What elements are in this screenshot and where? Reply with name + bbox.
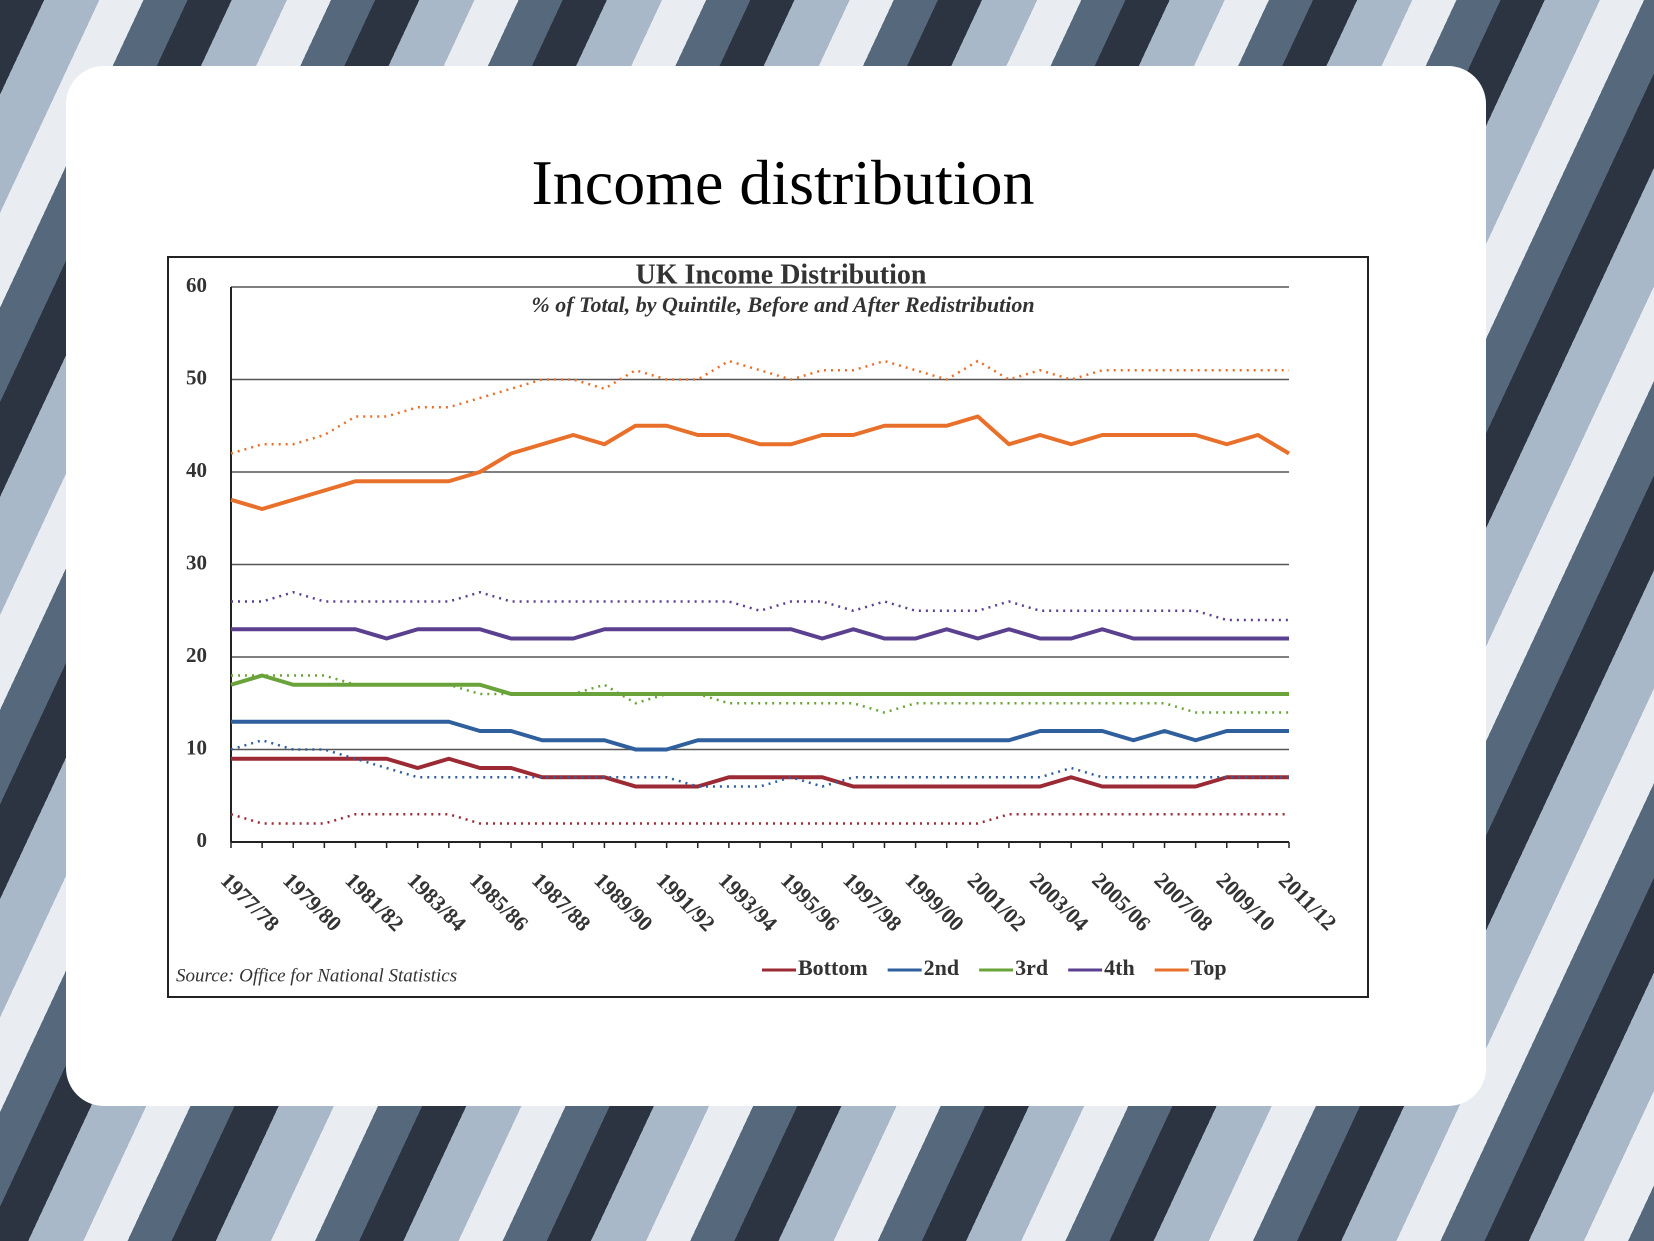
legend-label: 4th <box>1104 955 1135 980</box>
y-tick-label: 30 <box>186 550 207 574</box>
slide-title: Income distribution <box>531 147 1035 218</box>
y-tick-label: 0 <box>197 828 208 852</box>
y-tick-label: 60 <box>186 273 207 297</box>
chart-subtitle: % of Total, by Quintile, Before and Afte… <box>531 292 1034 317</box>
series-line <box>230 673 1289 696</box>
legend-label: 3rd <box>1015 955 1048 980</box>
series-line <box>231 627 1289 641</box>
y-tick-label: 10 <box>186 735 207 759</box>
series-line <box>231 674 1289 714</box>
y-tick-label: 20 <box>186 643 207 667</box>
legend-label: Top <box>1191 955 1227 980</box>
chart-title: UK Income Distribution <box>636 259 927 290</box>
series-line <box>231 591 1289 622</box>
y-tick-label: 40 <box>186 458 207 482</box>
series-line <box>230 414 1291 511</box>
series-line <box>230 739 1289 788</box>
chart-frame <box>167 256 1369 998</box>
series-line <box>231 756 1289 789</box>
source-note: Source: Office for National Statistics <box>176 965 457 986</box>
series-line <box>230 813 1289 825</box>
series-line <box>231 719 1289 752</box>
y-tick-label: 50 <box>186 365 207 389</box>
legend-label: Bottom <box>798 955 868 980</box>
legend-label: 2nd <box>924 955 959 980</box>
